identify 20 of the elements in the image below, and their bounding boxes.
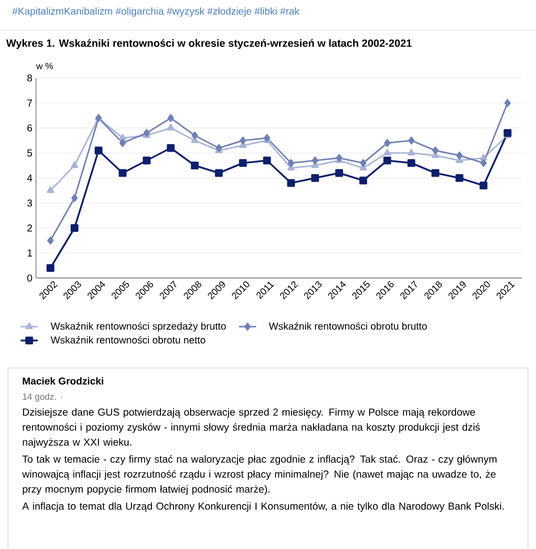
y-tick-label: 8 xyxy=(27,74,32,82)
text: To tak w temacie - czy firmy stać na waloryzacje płac zgodnie z inflacją? Tak stać. Oraz - czy głównym winowajcą inflacji jest rozrzutność rządu i wzrost płacy minimalnej? Nie (nawet mając na uwadze to, że przy mocnym popycie firmom łatwiej podnosić marże). xyxy=(22,455,496,495)
y-tick-label: 1 xyxy=(28,250,32,256)
text: 14 godz. · xyxy=(22,393,62,402)
text: #KapitalizmKanibalizm #oligarchia #wyzysk #złodzieje #libki #rak xyxy=(12,7,300,17)
y-tick-label: 4 xyxy=(27,174,32,182)
y-tick-label: 3 xyxy=(27,199,32,207)
chart-title: Wykres 1. Wskaźniki rentowności w okresie styczeń-wrzesień w latach 2002-2021 xyxy=(6,39,412,49)
legend-label: Wskaźnik rentowności obrotu brutto xyxy=(268,322,427,330)
y-tick-label: 7 xyxy=(27,100,32,106)
y-tick-label: 2 xyxy=(27,224,32,232)
y-axis-title: w % xyxy=(36,62,53,70)
text: Dzisiejsze dane GUS potwierdzają obserwacje sprzed 2 miesięcy. Firmy w Polsce mają rekordowe rentowności i poziomy zysków - innymi słowy średnia marża nakładana na koszty produkcji jest dziś najwyższa w XXI wieku. xyxy=(22,408,480,448)
text: A inflacja to temat dla Urząd Ochrony Konkurencji I Konsumentów, a nie tylko dla Narodowy Bank Polski. xyxy=(22,502,504,512)
y-tick-label: 6 xyxy=(27,124,32,132)
y-tick-label: 5 xyxy=(27,150,32,156)
legend-label: Wskaźnik rentowności sprzedaży brutto xyxy=(50,322,226,332)
legend-label: Wskaźnik rentowności obrotu netto xyxy=(50,336,206,344)
y-tick-label: 0 xyxy=(27,274,32,282)
text: Maciek Grodzicki xyxy=(22,377,104,385)
